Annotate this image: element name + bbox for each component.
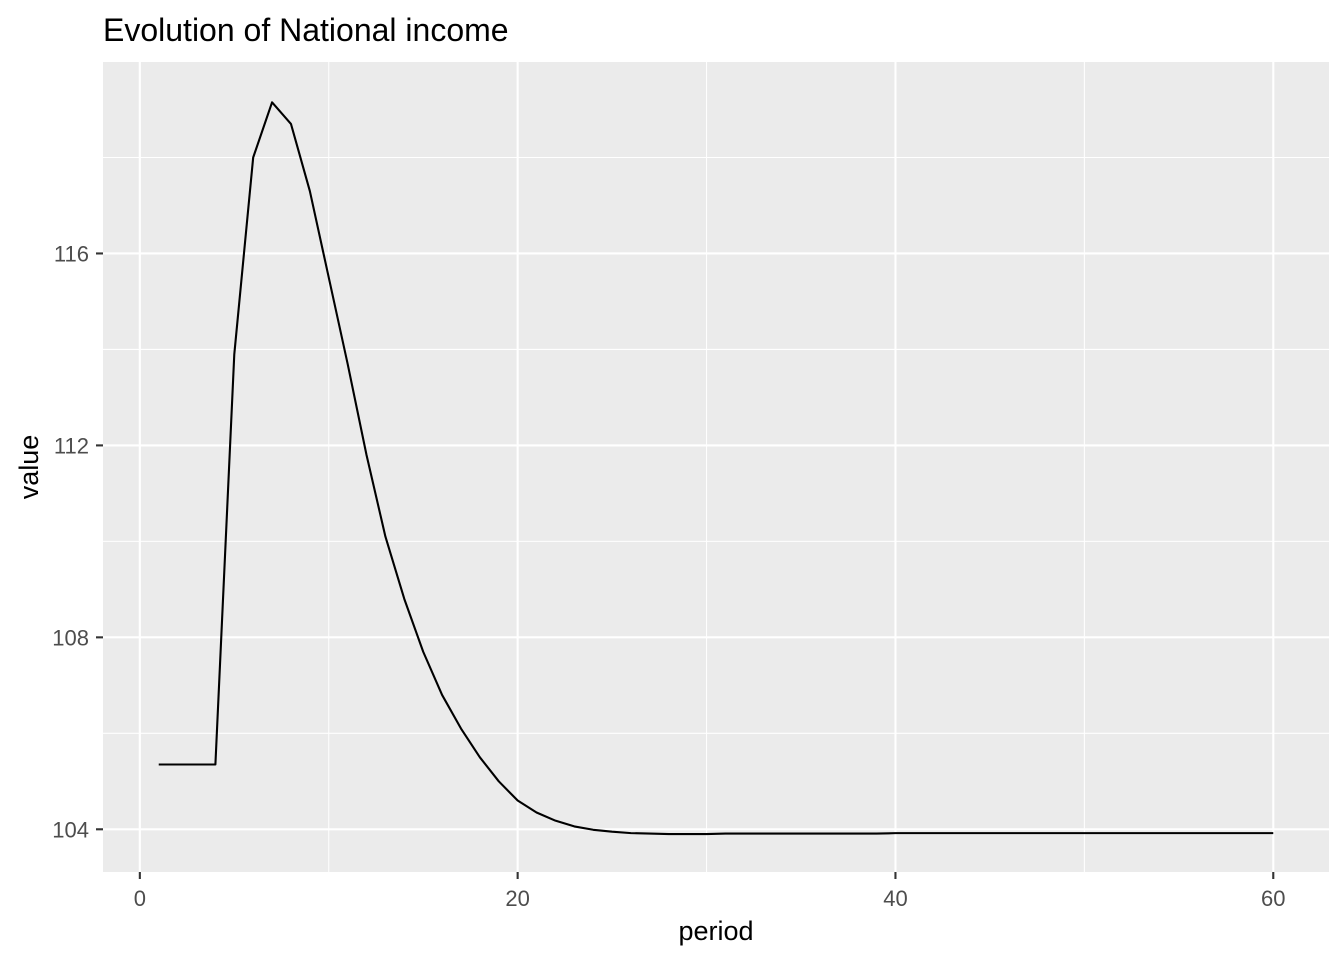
plot-panel <box>103 62 1329 872</box>
x-axis-title: period <box>678 916 753 946</box>
x-tick-label: 60 <box>1261 886 1285 911</box>
x-tick-label: 0 <box>134 886 146 911</box>
x-axis: 0 20 40 60 <box>134 872 1286 911</box>
chart-title: Evolution of National income <box>103 12 509 48</box>
minor-gridlines <box>103 62 1329 872</box>
major-gridlines <box>103 62 1329 872</box>
y-tick-label: 112 <box>54 433 89 458</box>
y-axis-title: value <box>14 435 44 500</box>
series-line <box>158 101 1274 836</box>
x-tick-label: 20 <box>505 886 529 911</box>
y-tick-label: 104 <box>52 817 89 842</box>
y-tick-label: 108 <box>52 625 89 650</box>
y-tick-label: 116 <box>54 241 89 266</box>
y-axis: 104 108 112 116 <box>52 241 103 842</box>
x-tick-label: 40 <box>883 886 907 911</box>
